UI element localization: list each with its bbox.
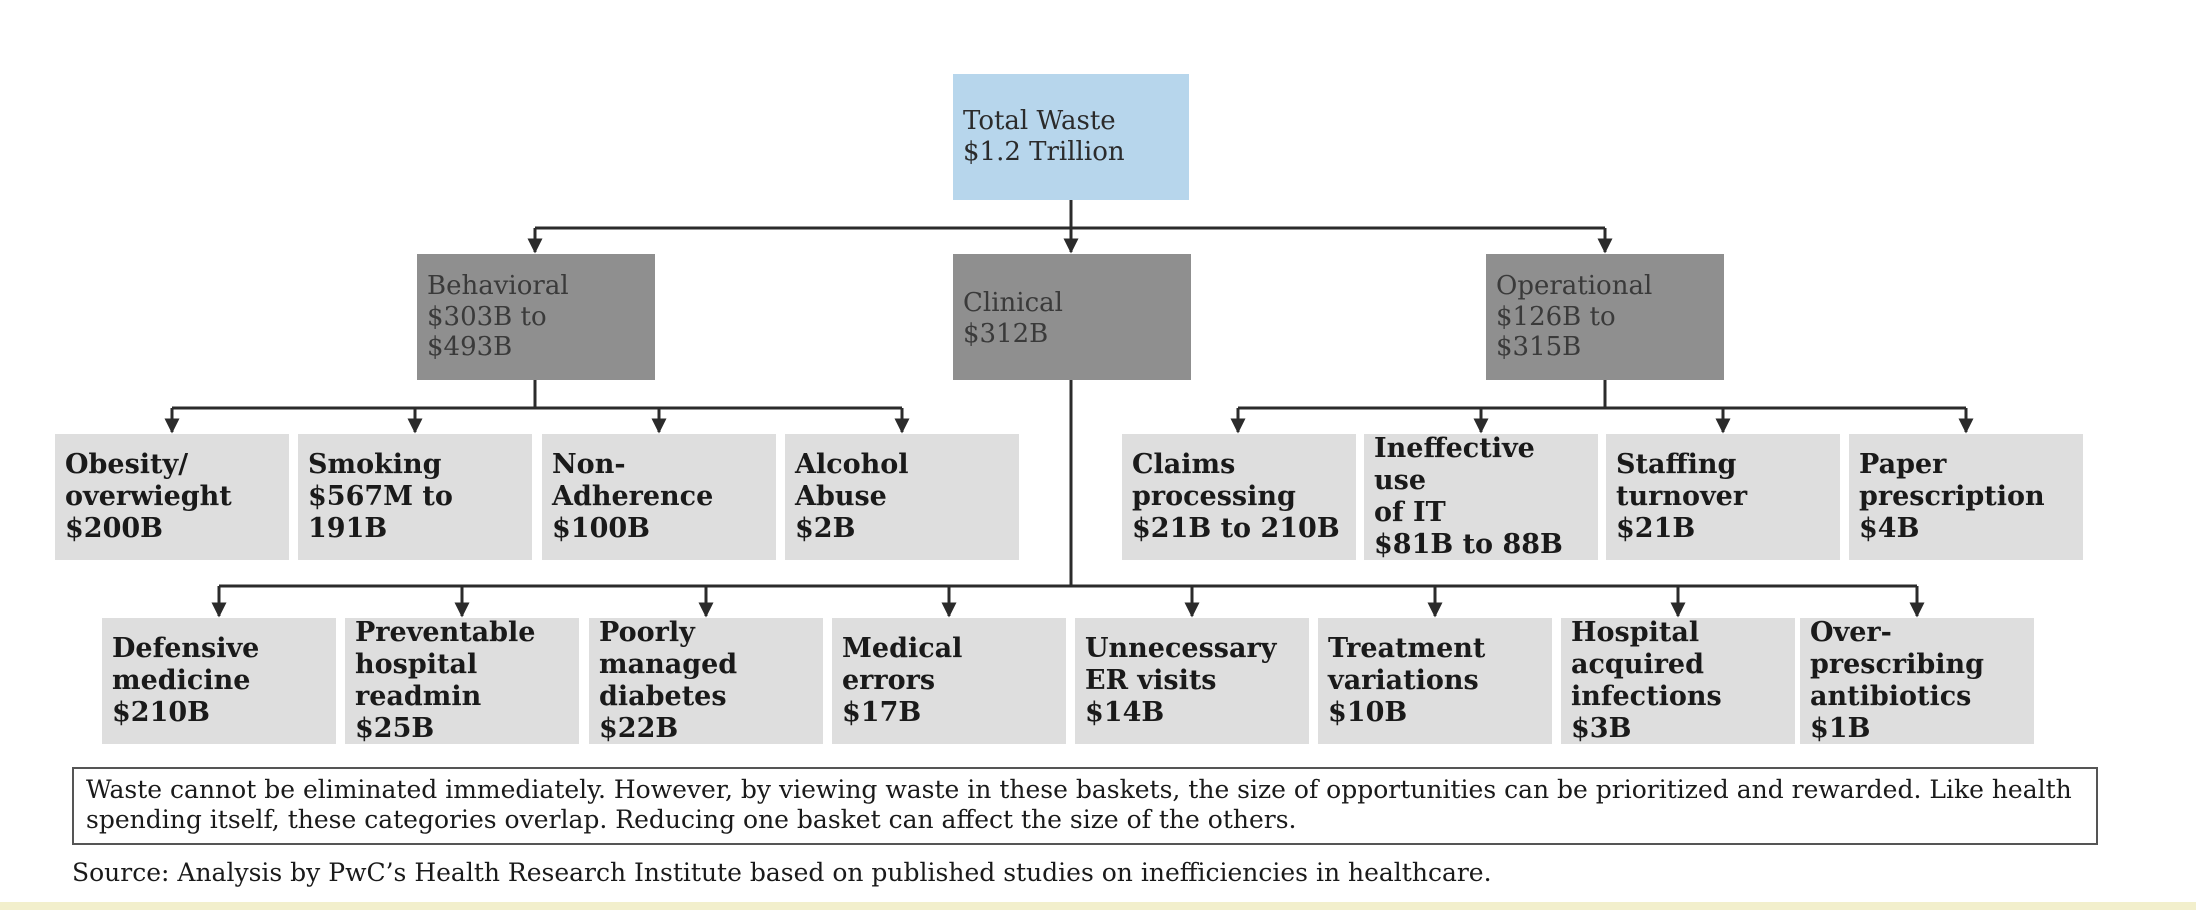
leaf-value: $210B <box>112 696 210 728</box>
leaf-label: Preventable hospital readmin <box>355 617 536 712</box>
category-label: Behavioral $303B to $493B <box>427 270 569 363</box>
category-label: Clinical $312B <box>963 288 1063 349</box>
leaf-hospital-acquired-infections: Hospital acquired infections $3B <box>1561 617 1795 744</box>
leaf-value: $81B to 88B <box>1374 528 1563 560</box>
category-operational: Operational $126B to $315B <box>1486 254 1724 380</box>
leaf-alcohol-abuse: Alcohol Abuse $2B <box>785 434 1019 560</box>
leaf-value: $2B <box>795 512 856 544</box>
leaf-label: Non- Adherence <box>552 449 714 513</box>
leaf-treatment-variations: Treatment variations $10B <box>1318 618 1552 744</box>
category-label: Operational $126B to $315B <box>1496 270 1653 363</box>
leaf-label: Paper prescription <box>1859 449 2045 513</box>
leaf-non-adherence: Non- Adherence $100B <box>542 434 776 560</box>
leaf-value: $21B to 210B <box>1132 512 1340 544</box>
leaf-value: $100B <box>552 512 650 544</box>
leaf-label: Staffing turnover <box>1616 449 1748 513</box>
explanatory-note: Waste cannot be eliminated immediately. … <box>72 767 2098 845</box>
leaf-value: $3B <box>1571 712 1632 744</box>
leaf-label: Obesity/ overwieght <box>65 449 232 513</box>
leaf-defensive-medicine: Defensive medicine $210B <box>102 618 336 744</box>
leaf-value: $10B <box>1328 696 1408 728</box>
leaf-label: Hospital acquired infections <box>1571 617 1722 712</box>
leaf-value: $4B <box>1859 512 1920 544</box>
total-waste-value: $1.2 Trillion <box>963 137 1125 167</box>
leaf-ineffective-it: Ineffective use of IT $81B to 88B <box>1364 433 1598 560</box>
leaf-label: Defensive medicine <box>112 633 260 697</box>
leaf-label: Treatment variations <box>1328 633 1486 697</box>
leaf-value: $25B <box>355 712 435 744</box>
leaf-unnecessary-er-visits: Unnecessary ER visits $14B <box>1075 618 1309 744</box>
leaf-poorly-managed-diabetes: Poorly managed diabetes $22B <box>589 617 823 744</box>
leaf-obesity: Obesity/ overwieght $200B <box>55 434 289 560</box>
bottom-strip <box>0 902 2196 910</box>
leaf-label: Smoking <box>308 449 442 481</box>
category-behavioral: Behavioral $303B to $493B <box>417 254 655 380</box>
leaf-label: Unnecessary ER visits <box>1085 633 1277 697</box>
leaf-value: $21B <box>1616 512 1696 544</box>
leaf-label: Ineffective use of IT <box>1374 433 1535 528</box>
leaf-paper-prescription: Paper prescription $4B <box>1849 434 2083 560</box>
total-waste-title: Total Waste <box>963 106 1116 137</box>
leaf-staffing-turnover: Staffing turnover $21B <box>1606 434 1840 560</box>
leaf-value: $200B <box>65 512 163 544</box>
source-citation: Source: Analysis by PwC’s Health Researc… <box>72 858 1492 887</box>
leaf-value: $22B <box>599 712 679 744</box>
total-waste-node: Total Waste $1.2 Trillion <box>953 74 1189 200</box>
leaf-claims-processing: Claims processing $21B to 210B <box>1122 434 1356 560</box>
leaf-value: $14B <box>1085 696 1165 728</box>
leaf-smoking: Smoking $567M to 191B <box>298 434 532 560</box>
leaf-label: Claims processing <box>1132 449 1296 513</box>
category-clinical: Clinical $312B <box>953 254 1191 380</box>
leaf-label: Medical errors <box>842 633 963 697</box>
leaf-value: $17B <box>842 696 922 728</box>
leaf-value: $567M to 191B <box>308 481 453 544</box>
leaf-label: Over- prescribing antibiotics <box>1810 617 1985 712</box>
leaf-preventable-readmin: Preventable hospital readmin $25B <box>345 617 579 744</box>
leaf-over-prescribing-antibiotics: Over- prescribing antibiotics $1B <box>1800 617 2034 744</box>
leaf-value: $1B <box>1810 712 1871 744</box>
leaf-label: Alcohol Abuse <box>795 449 909 513</box>
leaf-label: Poorly managed diabetes <box>599 617 738 712</box>
leaf-medical-errors: Medical errors $17B <box>832 618 1066 744</box>
